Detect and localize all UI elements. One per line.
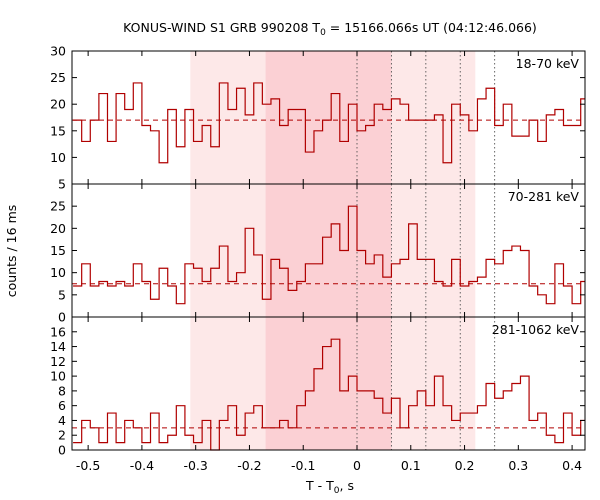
counts-histogram-series — [73, 338, 585, 451]
x-tick-label: 0.3 — [508, 458, 528, 473]
y-tick-label: 10 — [50, 150, 66, 165]
counts-histogram-series — [73, 205, 585, 305]
x-axis-label-prefix: T - T — [305, 478, 334, 493]
y-tick-label: 14 — [50, 339, 66, 354]
y-tick-label: 15 — [50, 123, 66, 138]
x-tick-label: -0.5 — [76, 458, 100, 473]
x-axis-label-sub: 0 — [334, 486, 340, 496]
x-tick-label: 0.4 — [562, 458, 582, 473]
chart-title-sub: 0 — [320, 28, 326, 38]
y-tick-label: 8 — [58, 383, 66, 398]
x-tick-label: -0.1 — [291, 458, 315, 473]
x-tick-label: 0.1 — [401, 458, 421, 473]
panel-frame — [71, 316, 586, 451]
x-tick-label: 0 — [353, 458, 361, 473]
y-tick-label: 10 — [50, 369, 66, 384]
x-tick-label: -0.2 — [237, 458, 261, 473]
y-tick-label: 10 — [50, 265, 66, 280]
x-tick-label: -0.4 — [130, 458, 154, 473]
panel-energy-label: 70-281 keV — [508, 189, 580, 204]
x-axis-label: T - T0, s — [305, 478, 354, 496]
y-tick-label: 30 — [50, 44, 66, 59]
y-tick-label: 20 — [50, 221, 66, 236]
y-tick-label: 5 — [58, 287, 66, 302]
panel-energy-label: 18-70 keV — [516, 56, 580, 71]
panel-energy-label: 281-1062 keV — [492, 322, 580, 337]
y-tick-label: 16 — [50, 324, 66, 339]
y-tick-label: 2 — [58, 428, 66, 443]
x-axis-label-suffix: , s — [340, 478, 354, 493]
x-tick-label: 0.2 — [455, 458, 475, 473]
chart-title: KONUS-WIND S1 GRB 990208 T0 = 15166.066s… — [123, 20, 537, 38]
shade-inner-region — [265, 51, 392, 184]
y-tick-label: 6 — [58, 398, 66, 413]
chart-title-suffix: = 15166.066s UT (04:12:46.066) — [326, 20, 537, 35]
y-axis-label: counts / 16 ms — [4, 205, 19, 298]
y-tick-label: 0 — [58, 310, 66, 325]
shade-inner-region — [265, 317, 392, 450]
y-tick-label: 12 — [50, 354, 66, 369]
shade-inner-region — [265, 184, 392, 317]
counts-histogram-series — [73, 82, 585, 164]
y-tick-label: 4 — [58, 413, 66, 428]
y-tick-label: 0 — [58, 443, 66, 458]
y-tick-label: 20 — [50, 97, 66, 112]
y-tick-label: 25 — [50, 199, 66, 214]
y-tick-label: 5 — [58, 177, 66, 192]
y-tick-label: 15 — [50, 243, 66, 258]
chart-title-prefix: KONUS-WIND S1 GRB 990208 T — [123, 20, 320, 35]
y-tick-label: 25 — [50, 70, 66, 85]
x-tick-label: -0.3 — [183, 458, 207, 473]
panel-2: 0 5 10 15 20 25 70-281 keV — [50, 183, 586, 325]
panel-1: 5 10 15 20 25 30 18-70 keV — [50, 44, 586, 192]
